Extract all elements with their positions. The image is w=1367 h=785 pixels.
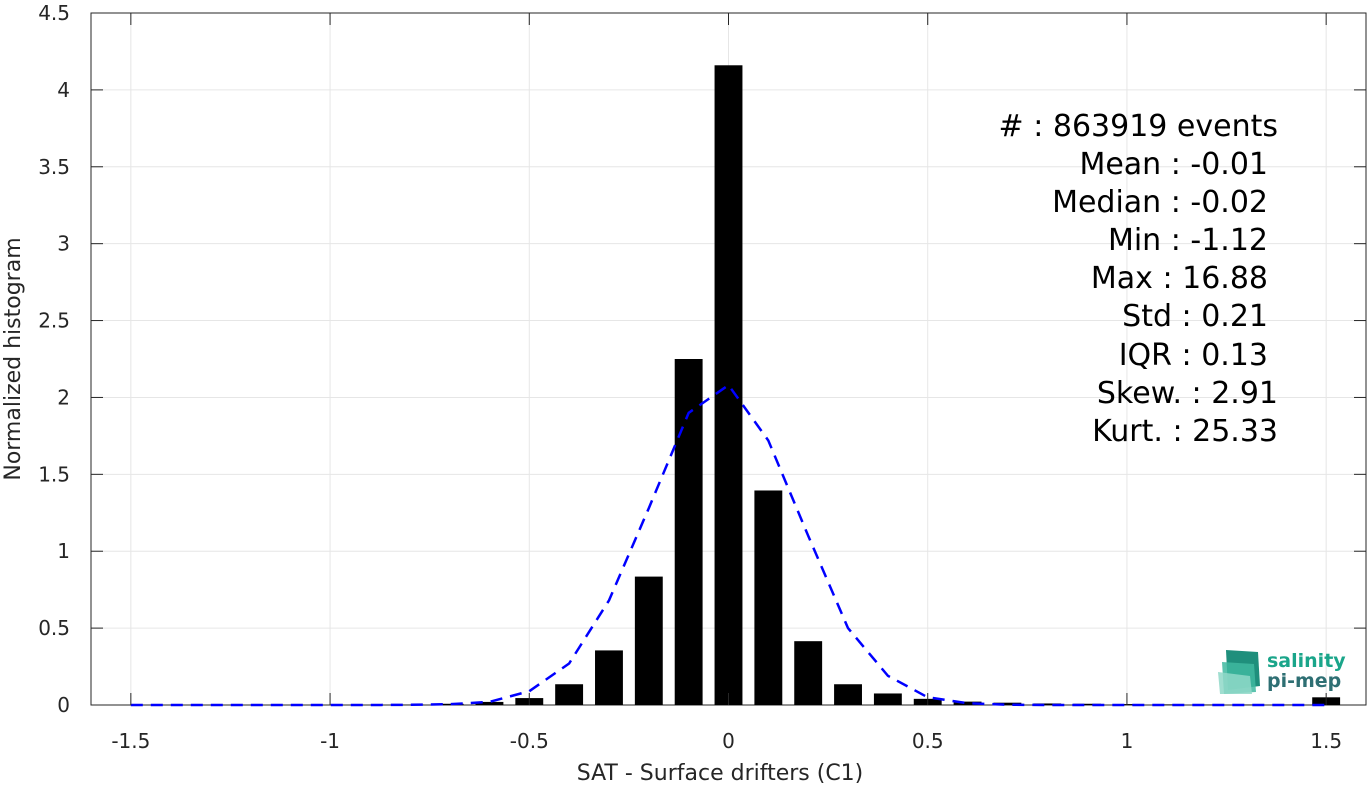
histogram-bar [953, 701, 982, 705]
salinity-pi-mep-logo: salinity pi-mep [1218, 650, 1346, 694]
x-tick-label: -0.5 [510, 729, 549, 753]
stat-std: Std : 0.21 [1122, 299, 1268, 334]
y-tick-label: 2 [57, 385, 70, 409]
wave-logo-icon [1218, 650, 1260, 694]
y-tick-label: 4 [57, 78, 70, 102]
x-tick-label: -1 [320, 729, 340, 753]
stat-kurt: Kurt. : 25.33 [1092, 414, 1278, 449]
x-tick-label: 0 [722, 729, 735, 753]
y-tick-label: 2.5 [38, 309, 70, 333]
stat-median: Median : -0.02 [1052, 185, 1268, 220]
histogram-bar [475, 701, 504, 705]
y-tick-label: 0 [57, 693, 70, 717]
y-tick-label: 1 [57, 539, 70, 563]
histogram-bar [1033, 703, 1062, 705]
x-tick-label: 0.5 [912, 729, 944, 753]
stats-box: # : 863919 events Mean : -0.01 Median : … [999, 109, 1278, 449]
stat-events: # : 863919 events [999, 109, 1278, 144]
histogram-bars [395, 65, 1341, 706]
histogram-bar [674, 359, 703, 705]
histogram-bar [555, 684, 584, 705]
y-axis-ticks: 0 0.5 1 1.5 2 2.5 3 3.5 4 4.5 [38, 1, 1366, 717]
y-tick-label: 3 [57, 232, 70, 256]
histogram-bar [873, 693, 902, 705]
stat-min: Min : -1.12 [1108, 223, 1268, 258]
logo-text-pimep: pi-mep [1267, 670, 1341, 692]
histogram-bar [595, 650, 623, 705]
stat-iqr: IQR : 0.13 [1119, 338, 1268, 373]
histogram-bar [714, 65, 743, 706]
y-tick-label: 1.5 [38, 462, 70, 486]
stat-max: Max : 16.88 [1091, 261, 1268, 296]
histogram-bar [794, 641, 823, 705]
histogram-bar [1152, 704, 1181, 705]
y-tick-label: 3.5 [38, 155, 70, 179]
stat-skew: Skew. : 2.91 [1097, 376, 1278, 411]
histogram-bar [754, 490, 783, 705]
y-tick-label: 4.5 [38, 1, 70, 25]
stat-mean: Mean : -0.01 [1079, 147, 1268, 182]
histogram-bar [993, 702, 1022, 705]
histogram-bar [1073, 703, 1102, 705]
y-axis-label: Normalized histogram [1, 237, 26, 480]
logo-text-salinity: salinity [1267, 650, 1346, 672]
y-tick-label: 0.5 [38, 616, 70, 640]
x-tick-label: 1 [1121, 729, 1134, 753]
histogram-bar [834, 684, 862, 705]
x-tick-label: 1.5 [1310, 729, 1342, 753]
x-tick-label: -1.5 [111, 729, 150, 753]
x-axis-label: SAT - Surface drifters (C1) [577, 761, 864, 785]
x-axis-ticks: -1.5 -1 -0.5 0 0.5 1 1.5 [111, 13, 1342, 753]
histogram-bar [634, 576, 663, 705]
histogram-bar [435, 703, 464, 705]
